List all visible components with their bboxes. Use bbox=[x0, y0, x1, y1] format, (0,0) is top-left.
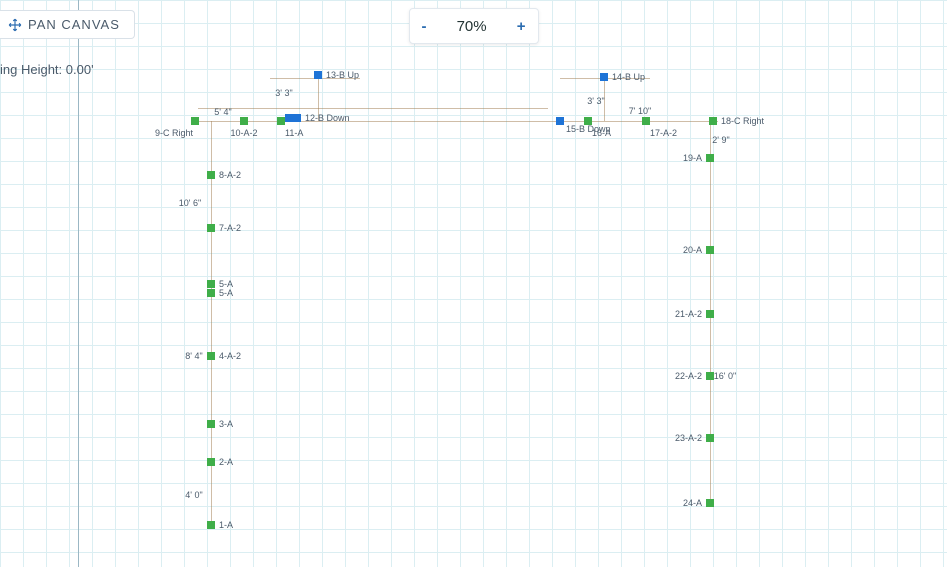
point-label: 9-C Right bbox=[155, 128, 193, 138]
dimension-label: 16' 0" bbox=[714, 371, 736, 381]
dimension-label: 3' 3" bbox=[587, 96, 604, 106]
point-node[interactable] bbox=[584, 117, 592, 125]
point-label: 5-A bbox=[219, 288, 233, 298]
point-node[interactable] bbox=[207, 171, 215, 179]
point-node[interactable] bbox=[706, 310, 714, 318]
point-node[interactable] bbox=[314, 71, 322, 79]
dimension-label: 4' 0" bbox=[185, 490, 202, 500]
dimension-label: 5' 4" bbox=[214, 107, 231, 117]
point-label: 8-A-2 bbox=[219, 170, 241, 180]
point-node[interactable] bbox=[207, 289, 215, 297]
point-label: 23-A-2 bbox=[675, 433, 702, 443]
point-node[interactable] bbox=[706, 499, 714, 507]
point-node[interactable] bbox=[207, 224, 215, 232]
point-label: 11-A bbox=[285, 128, 303, 138]
point-node[interactable] bbox=[706, 246, 714, 254]
point-node[interactable] bbox=[207, 420, 215, 428]
point-node[interactable] bbox=[277, 117, 285, 125]
pan-canvas-button[interactable]: PAN CANVAS bbox=[0, 10, 135, 39]
point-node[interactable] bbox=[191, 117, 199, 125]
point-label: 5-A bbox=[219, 279, 233, 289]
point-node[interactable] bbox=[709, 117, 717, 125]
point-node[interactable] bbox=[293, 114, 301, 122]
zoom-control: - 70% + bbox=[409, 8, 539, 44]
dimension-label: 7' 10" bbox=[629, 106, 651, 116]
dimension-label: 2' 9" bbox=[712, 135, 729, 145]
pan-icon bbox=[8, 18, 22, 32]
dimension-label: 3' 3" bbox=[275, 88, 292, 98]
point-label: 12-B Down bbox=[305, 113, 350, 123]
ruler-vline bbox=[78, 0, 79, 567]
point-label: 1-A bbox=[219, 520, 233, 530]
point-label: 4-A-2 bbox=[219, 351, 241, 361]
point-label: 14-B Up bbox=[612, 72, 645, 82]
point-label: 20-A bbox=[683, 245, 702, 255]
point-node[interactable] bbox=[285, 114, 293, 122]
point-node[interactable] bbox=[240, 117, 248, 125]
point-label: 10-A-2 bbox=[230, 128, 257, 138]
point-node[interactable] bbox=[207, 521, 215, 529]
ceiling-height-label: ing Height: 0.00' bbox=[0, 62, 94, 77]
dimension-label: 8' 4" bbox=[185, 351, 202, 361]
zoom-in-button[interactable]: + bbox=[517, 18, 526, 35]
guide-line bbox=[211, 121, 212, 528]
point-node[interactable] bbox=[556, 117, 564, 125]
point-label: 19-A bbox=[683, 153, 702, 163]
point-label: 13-B Up bbox=[326, 70, 359, 80]
point-label: 16-A bbox=[592, 128, 611, 138]
pan-canvas-label: PAN CANVAS bbox=[28, 17, 120, 32]
zoom-out-button[interactable]: - bbox=[422, 18, 427, 35]
point-node[interactable] bbox=[706, 154, 714, 162]
point-node[interactable] bbox=[207, 458, 215, 466]
zoom-value: 70% bbox=[457, 18, 487, 35]
point-label: 2-A bbox=[219, 457, 233, 467]
point-label: 7-A-2 bbox=[219, 223, 241, 233]
point-label: 3-A bbox=[219, 419, 233, 429]
point-label: 21-A-2 bbox=[675, 309, 702, 319]
point-label: 17-A-2 bbox=[650, 128, 677, 138]
dimension-label: 10' 6" bbox=[179, 198, 201, 208]
point-node[interactable] bbox=[642, 117, 650, 125]
point-node[interactable] bbox=[706, 434, 714, 442]
point-label: 18-C Right bbox=[721, 116, 764, 126]
point-label: 22-A-2 bbox=[675, 371, 702, 381]
point-node[interactable] bbox=[207, 352, 215, 360]
guide-line bbox=[198, 108, 548, 109]
drawing-canvas[interactable]: PAN CANVAS ing Height: 0.00' - 70% + 1-A… bbox=[0, 0, 947, 567]
point-label: 24-A bbox=[683, 498, 702, 508]
guide-line bbox=[198, 121, 718, 122]
point-node[interactable] bbox=[600, 73, 608, 81]
point-node[interactable] bbox=[207, 280, 215, 288]
